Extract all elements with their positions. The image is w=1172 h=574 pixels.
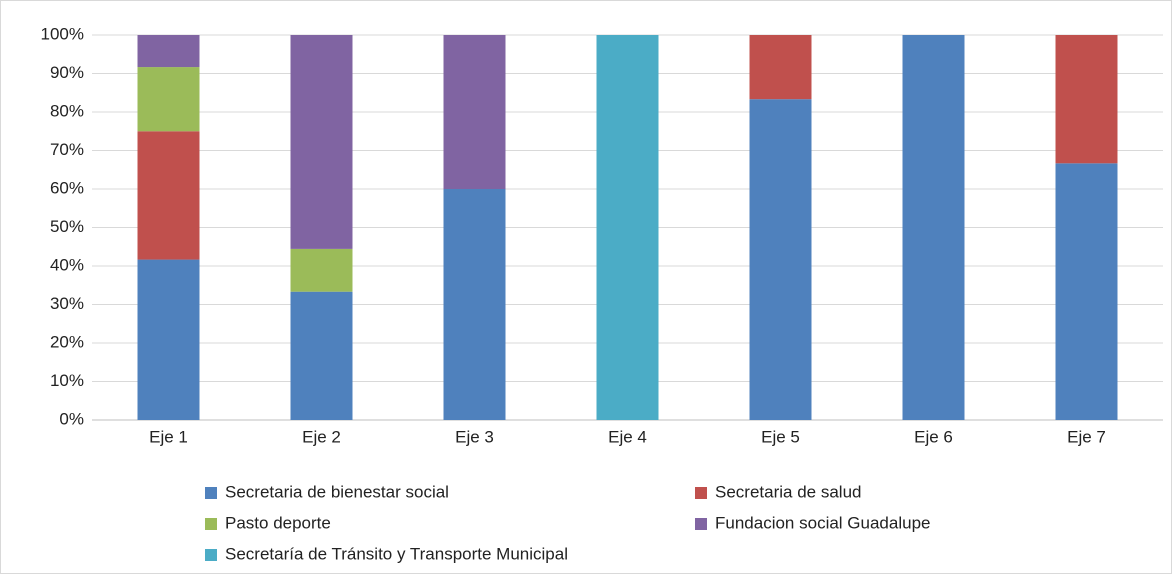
bar-segment [443,189,506,420]
bar-segment [749,99,812,420]
legend-swatch [205,518,217,530]
bar-segment [902,35,965,420]
legend-label: Secretaria de salud [715,482,861,501]
x-tick-label: Eje 4 [608,427,647,446]
bar-segment [443,35,506,189]
x-tick-label: Eje 3 [455,427,494,446]
x-tick-label: Eje 1 [149,427,188,446]
bar-segment [137,35,200,68]
y-tick-label: 0% [59,409,84,428]
y-tick-label: 80% [50,101,84,120]
bar-segment [137,131,200,260]
bar-segment [137,67,200,132]
y-tick-label: 100% [41,24,84,43]
x-tick-label: Eje 2 [302,427,341,446]
y-tick-label: 90% [50,63,84,82]
bar-segment [290,248,353,292]
legend-swatch [695,487,707,499]
bar-segment [1055,163,1118,420]
bar-segment [290,35,353,249]
bar-segment [596,35,659,420]
x-tick-label: Eje 7 [1067,427,1106,446]
y-tick-label: 70% [50,140,84,159]
legend-swatch [205,487,217,499]
legend-label: Secretaria de bienestar social [225,482,449,501]
bar-segment [1055,35,1118,164]
y-tick-label: 30% [50,294,84,313]
y-tick-label: 20% [50,332,84,351]
y-tick-label: 50% [50,217,84,236]
legend-swatch [695,518,707,530]
x-tick-label: Eje 5 [761,427,800,446]
legend-label: Fundacion social Guadalupe [715,513,930,532]
x-tick-label: Eje 6 [914,427,953,446]
legend-label: Pasto deporte [225,513,331,532]
bar-segment [749,35,812,100]
y-tick-label: 10% [50,371,84,390]
legend-swatch [205,549,217,561]
legend-label: Secretaría de Tránsito y Transporte Muni… [225,544,568,563]
bar-segment [290,291,353,420]
y-tick-label: 40% [50,255,84,274]
y-tick-label: 60% [50,178,84,197]
bar-segment [137,259,200,420]
